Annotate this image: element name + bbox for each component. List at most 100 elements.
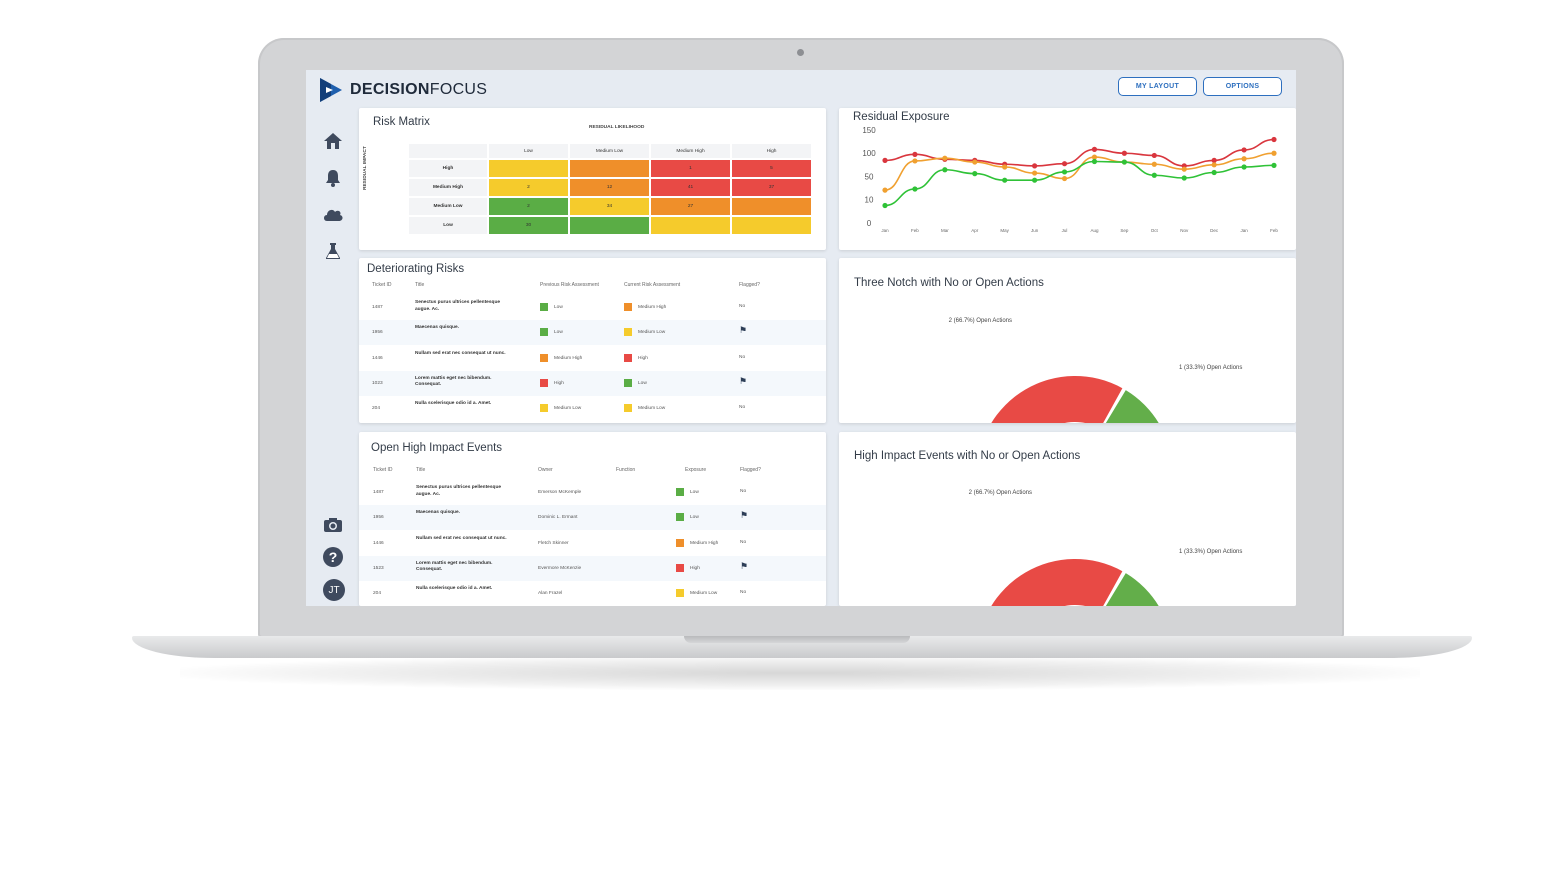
flask-icon[interactable] — [322, 240, 344, 262]
data-point[interactable] — [972, 171, 978, 177]
svg-text:?: ? — [329, 549, 338, 565]
options-button[interactable]: OPTIONS — [1203, 77, 1282, 96]
data-point[interactable] — [912, 158, 918, 164]
home-icon[interactable] — [322, 130, 344, 152]
matrix-row-header: High — [409, 160, 487, 177]
data-point[interactable] — [1091, 158, 1098, 165]
bell-icon[interactable] — [322, 167, 344, 189]
exposure-level: Low — [690, 490, 699, 495]
data-point[interactable] — [912, 151, 918, 157]
table-row[interactable]: 204 Nulla scelerisque odio id a. Amet. Med… — [359, 396, 826, 421]
owner-name: Fletch Skinner — [538, 540, 569, 546]
data-point[interactable] — [1032, 163, 1038, 169]
matrix-cell[interactable]: 12 — [570, 179, 649, 196]
data-point[interactable] — [1181, 166, 1187, 172]
matrix-cell[interactable]: 2 — [489, 198, 568, 215]
data-point[interactable] — [1241, 164, 1247, 170]
data-point[interactable] — [1271, 136, 1277, 143]
data-point[interactable] — [1121, 150, 1127, 156]
matrix-cell[interactable] — [489, 160, 568, 177]
data-point[interactable] — [1002, 164, 1008, 170]
table-row[interactable]: 1956 Maecenas quisque. Low Medium Low ⚑ — [359, 320, 826, 346]
matrix-cell[interactable] — [732, 198, 811, 215]
donut-slice[interactable] — [977, 559, 1123, 606]
data-point[interactable] — [1241, 147, 1247, 153]
flag-icon[interactable]: ⚑ — [739, 325, 748, 336]
donut-slice[interactable] — [1102, 390, 1173, 423]
table-row[interactable]: 1956 Maecenas quisque. Dominic L. Ermant Lo… — [359, 505, 826, 531]
data-point[interactable] — [882, 202, 888, 209]
data-point[interactable] — [972, 159, 978, 165]
flagged-value: No — [740, 489, 747, 494]
ticket-title: Senectus purus ultrices pellentesque aug… — [416, 485, 502, 497]
data-point[interactable] — [1091, 146, 1098, 152]
laptop-camera — [797, 49, 804, 56]
matrix-cell[interactable]: 27 — [651, 198, 730, 215]
column-header: Function — [616, 467, 636, 473]
cloud-icon[interactable] — [322, 203, 344, 225]
logo-text: DECISIONFOCUS — [350, 81, 488, 98]
data-point[interactable] — [1151, 152, 1157, 159]
data-point[interactable] — [912, 186, 918, 192]
open-high-impact-events-title: Open High Impact Events — [371, 442, 503, 454]
data-point[interactable] — [1032, 170, 1038, 176]
data-point[interactable] — [1271, 150, 1277, 156]
app-logo[interactable]: DECISIONFOCUS — [318, 76, 487, 104]
data-point[interactable] — [1241, 156, 1247, 162]
matrix-cell[interactable]: 5 — [732, 160, 811, 177]
y-tick-label: 0 — [867, 219, 872, 228]
data-point[interactable] — [1121, 159, 1127, 165]
data-point[interactable] — [1211, 162, 1217, 168]
matrix-cell[interactable]: 1 — [651, 160, 730, 177]
data-point[interactable] — [942, 155, 948, 161]
data-point[interactable] — [1002, 177, 1008, 183]
data-point[interactable] — [1032, 177, 1038, 183]
matrix-cell[interactable]: 2 — [489, 179, 568, 196]
help-icon[interactable]: ? — [322, 546, 344, 568]
risk-level-swatch — [676, 513, 684, 522]
data-point[interactable] — [1061, 161, 1068, 167]
table-row[interactable]: 204 Nulla scelerisque odio id a. Amet. Ala… — [359, 581, 826, 606]
matrix-cell[interactable]: 34 — [570, 198, 649, 215]
donut-slice[interactable] — [1102, 573, 1173, 606]
series-line — [884, 160, 1275, 207]
table-row[interactable]: 1487 Senectus purus ultrices pellentesque… — [359, 295, 826, 320]
data-point[interactable] — [942, 167, 948, 173]
flag-icon[interactable]: ⚑ — [740, 510, 749, 521]
table-row[interactable]: 1446 Nullam sed erat nec consequat ut nun… — [359, 346, 826, 371]
matrix-cell[interactable] — [651, 217, 730, 234]
matrix-cell[interactable] — [570, 217, 649, 234]
table-row[interactable]: 1487 Senectus purus ultrices pellentesque… — [359, 480, 826, 505]
matrix-cell[interactable]: 37 — [732, 179, 811, 196]
flag-icon[interactable]: ⚑ — [739, 375, 748, 386]
data-point[interactable] — [1091, 154, 1098, 160]
data-point[interactable] — [1151, 161, 1157, 167]
matrix-cell[interactable]: 30 — [489, 217, 568, 234]
data-point[interactable] — [1061, 169, 1068, 175]
ticket-title: Nulla scelerisque odio id a. Amet. — [416, 586, 493, 592]
matrix-cell[interactable]: 41 — [651, 179, 730, 196]
data-point[interactable] — [882, 187, 888, 193]
table-row[interactable]: 1523 Lorem mattis eget nec bibendum. Cons… — [359, 555, 826, 581]
data-point[interactable] — [1151, 172, 1157, 178]
table-row[interactable]: 1023 Lorem mattis eget nec bibendum. Cons… — [359, 370, 826, 396]
laptop-base — [132, 636, 1472, 658]
matrix-cell[interactable] — [732, 217, 811, 234]
slice-label: 1 (33.3%) Open Actions — [1179, 549, 1242, 555]
y-tick-label: 10 — [865, 196, 874, 205]
data-point[interactable] — [1211, 157, 1217, 163]
data-point[interactable] — [1271, 162, 1277, 168]
data-point[interactable] — [1061, 175, 1068, 182]
x-tick-label: Nov — [1180, 228, 1189, 233]
data-point[interactable] — [1181, 175, 1187, 181]
donut-slice[interactable] — [977, 376, 1123, 423]
avatar[interactable]: JT — [323, 579, 345, 601]
matrix-cell[interactable] — [570, 160, 649, 177]
exposure-level: Low — [690, 515, 699, 521]
camera-icon[interactable] — [322, 514, 344, 536]
flag-icon[interactable]: ⚑ — [740, 560, 749, 571]
data-point[interactable] — [882, 157, 888, 163]
my-layout-button[interactable]: MY LAYOUT — [1118, 77, 1197, 96]
table-row[interactable]: 1446 Nullam sed erat nec consequat ut nun… — [359, 531, 826, 556]
data-point[interactable] — [1211, 169, 1217, 176]
